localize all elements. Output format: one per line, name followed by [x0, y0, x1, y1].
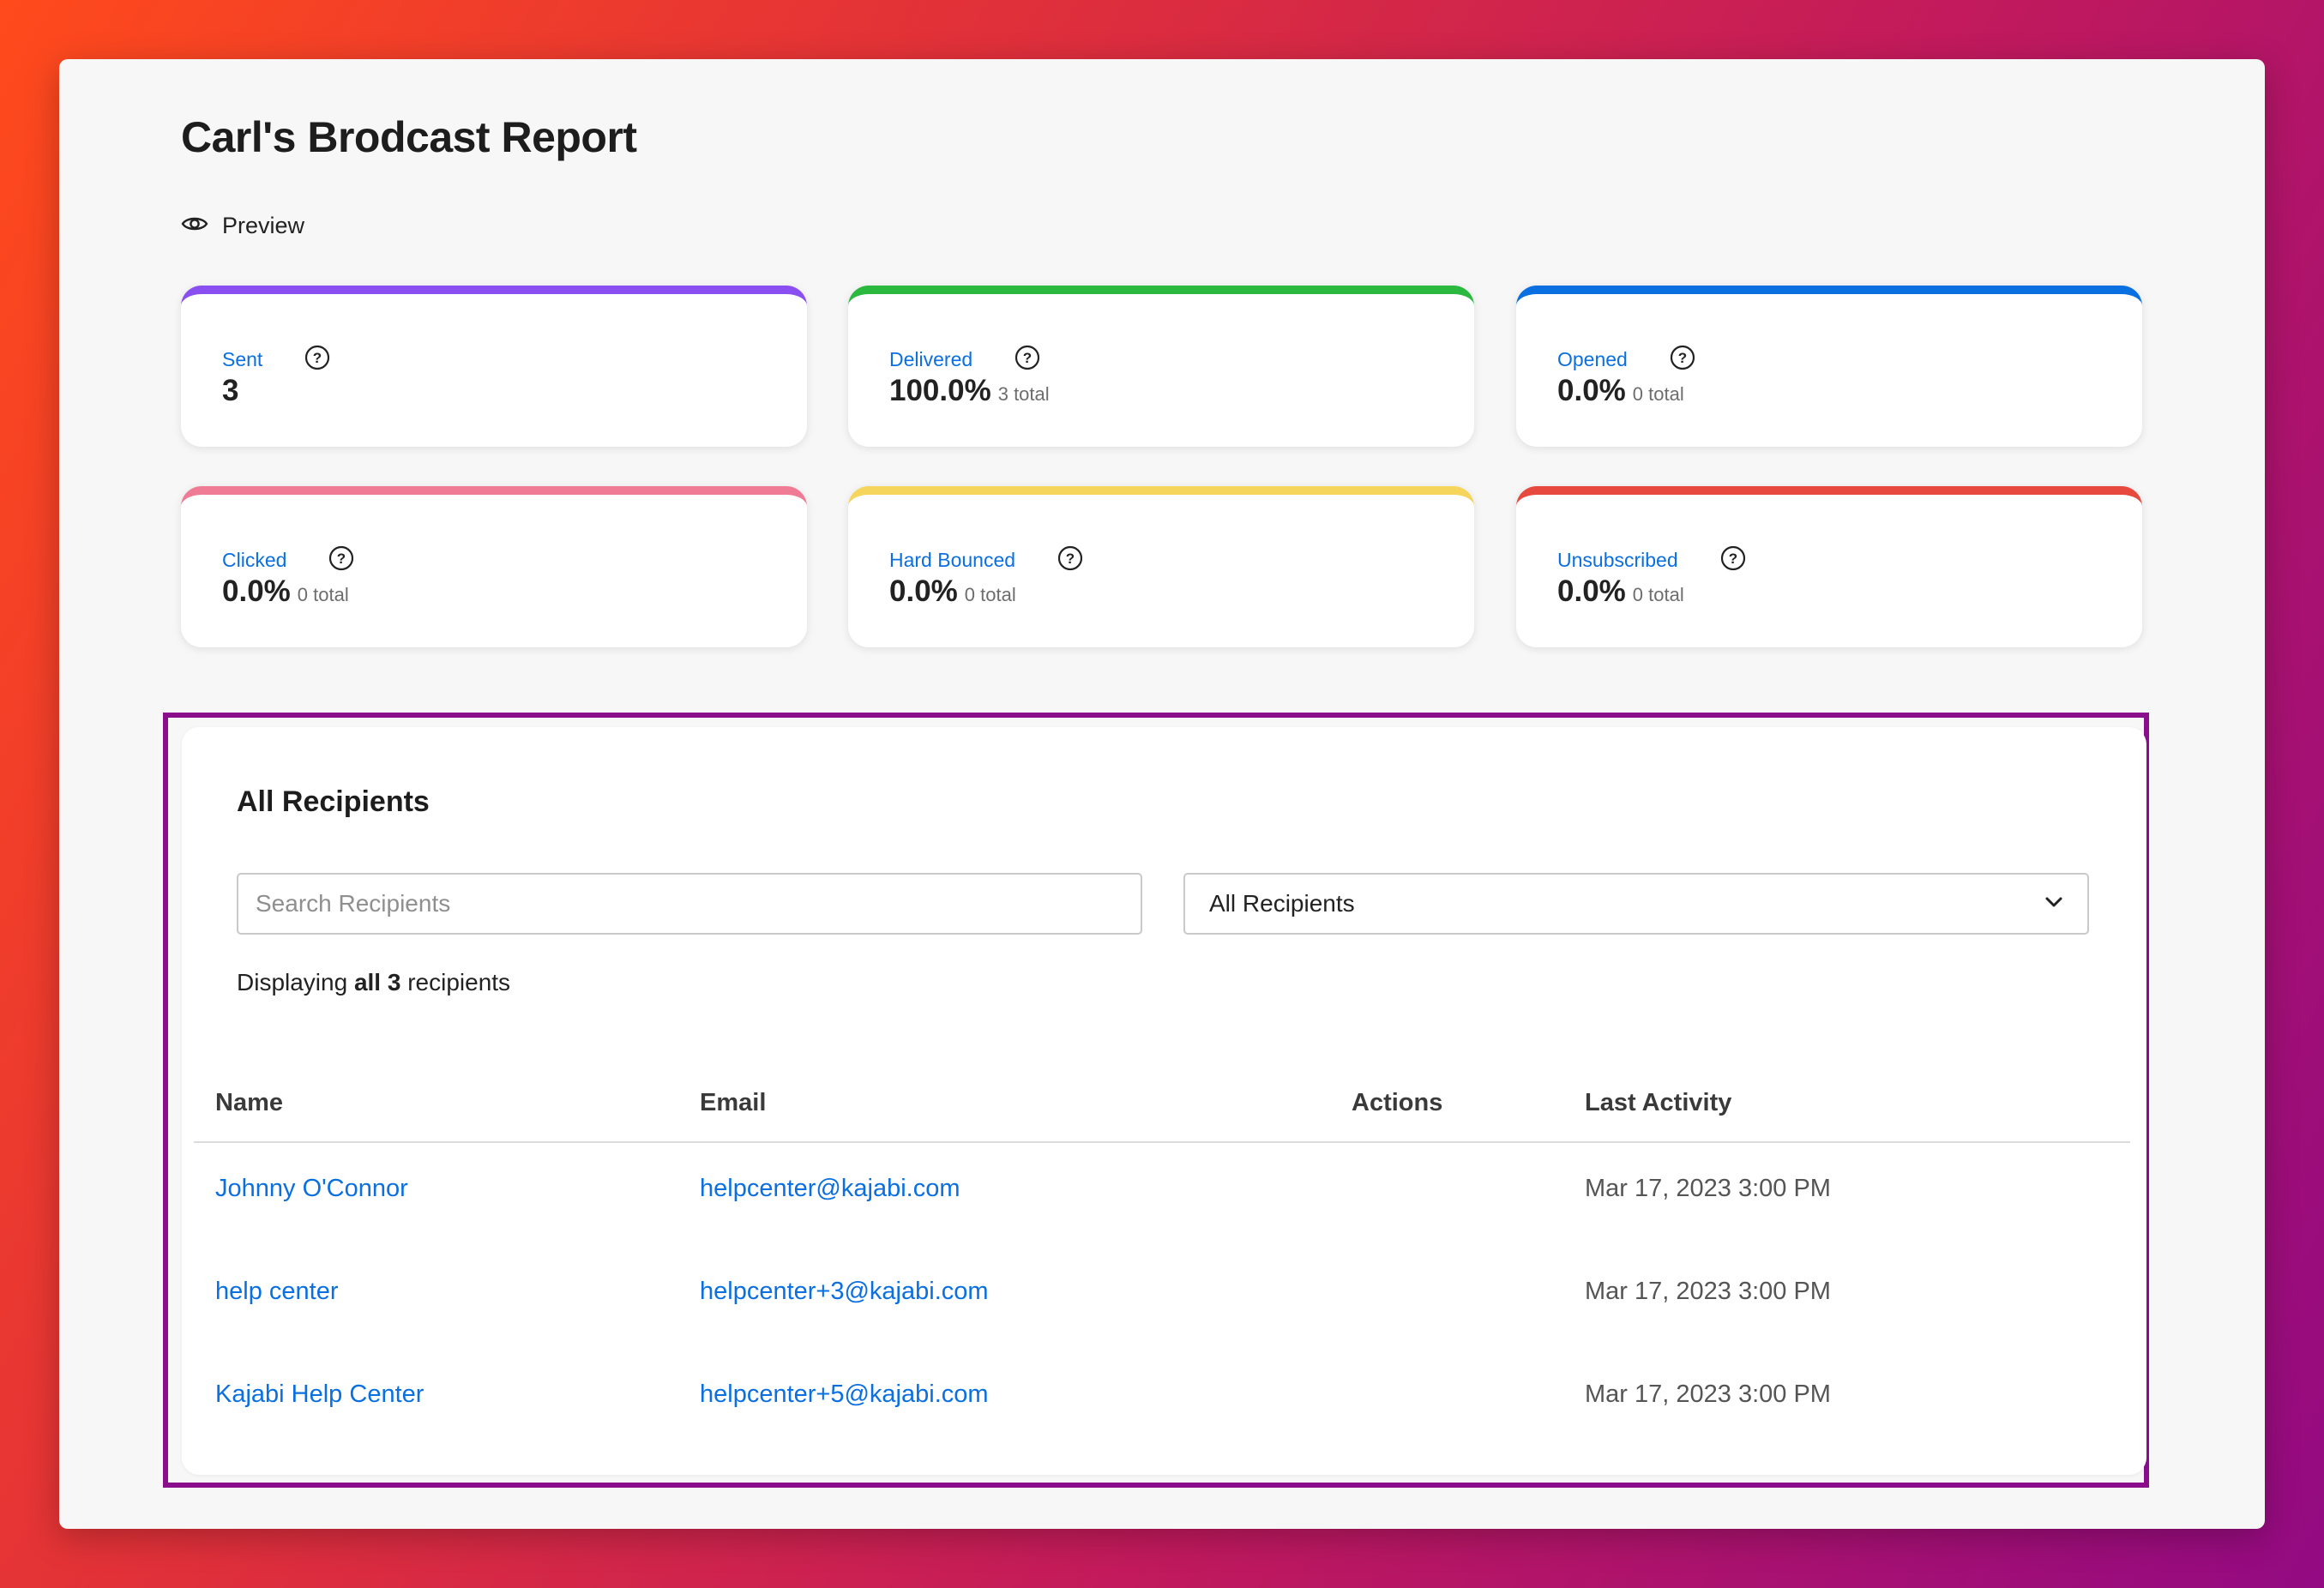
recipients-filter-select[interactable]: All Recipients — [1183, 873, 2089, 935]
table-row: Johnny O'Connor helpcenter@kajabi.com Ma… — [194, 1143, 2130, 1246]
stat-total: 0 total — [1633, 584, 1684, 606]
stat-card-hard-bounced: Hard Bounced ? 0.0% 0 total — [848, 486, 1474, 647]
column-header-last-activity[interactable]: Last Activity — [1585, 1089, 1731, 1117]
recipient-name-link[interactable]: Kajabi Help Center — [215, 1380, 424, 1409]
recipient-name-link[interactable]: help center — [215, 1278, 339, 1306]
help-icon[interactable]: ? — [328, 544, 355, 576]
recipient-email-link[interactable]: helpcenter+3@kajabi.com — [700, 1278, 989, 1306]
stat-total: 0 total — [1633, 383, 1684, 406]
table-row: help center helpcenter+3@kajabi.com Mar … — [194, 1246, 2130, 1349]
preview-link[interactable]: Preview — [181, 208, 304, 243]
report-panel: Carl's Brodcast Report Preview Sent ? 3 … — [59, 59, 2265, 1529]
stat-card-sent: Sent ? 3 — [181, 286, 807, 447]
stat-value: 3 — [222, 374, 238, 408]
page-title: Carl's Brodcast Report — [181, 112, 637, 162]
section-title: All Recipients — [237, 785, 430, 819]
stat-total: 3 total — [998, 383, 1050, 406]
summary-prefix: Displaying — [237, 969, 347, 996]
stat-card-delivered: Delivered ? 100.0% 3 total — [848, 286, 1474, 447]
stat-value: 0.0% — [1557, 374, 1626, 408]
stat-label: Opened — [1557, 348, 1628, 371]
recipient-name-link[interactable]: Johnny O'Connor — [215, 1175, 408, 1203]
recipient-last-activity: Mar 17, 2023 3:00 PM — [1585, 1175, 1831, 1203]
svg-text:?: ? — [1023, 350, 1032, 366]
stat-value: 0.0% — [889, 574, 958, 609]
table-header: Name Email Actions Last Activity — [194, 1070, 2130, 1143]
stat-total: 0 total — [965, 584, 1016, 606]
eye-icon — [181, 214, 208, 238]
stat-total: 0 total — [298, 584, 349, 606]
stat-label: Clicked — [222, 549, 286, 572]
recipient-email-link[interactable]: helpcenter@kajabi.com — [700, 1175, 960, 1203]
preview-label: Preview — [222, 213, 304, 239]
svg-text:?: ? — [337, 550, 346, 567]
stat-card-opened: Opened ? 0.0% 0 total — [1516, 286, 2142, 447]
column-header-actions: Actions — [1352, 1089, 1442, 1117]
stat-label: Delivered — [889, 348, 972, 371]
column-header-name[interactable]: Name — [215, 1089, 283, 1117]
svg-text:?: ? — [313, 350, 322, 366]
recipient-last-activity: Mar 17, 2023 3:00 PM — [1585, 1380, 1831, 1409]
stat-card-unsubscribed: Unsubscribed ? 0.0% 0 total — [1516, 486, 2142, 647]
svg-text:?: ? — [1678, 350, 1687, 366]
stat-value: 0.0% — [222, 574, 291, 609]
column-header-email[interactable]: Email — [700, 1089, 766, 1117]
recipients-card: All Recipients All Recipients Displaying… — [182, 727, 2146, 1475]
help-icon[interactable]: ? — [1669, 344, 1696, 376]
svg-text:?: ? — [1728, 550, 1737, 567]
stat-label: Hard Bounced — [889, 549, 1015, 572]
table-row: Kajabi Help Center helpcenter+5@kajabi.c… — [194, 1349, 2130, 1452]
recipients-summary: Displaying all 3 recipients — [237, 969, 510, 996]
stat-card-clicked: Clicked ? 0.0% 0 total — [181, 486, 807, 647]
recipient-last-activity: Mar 17, 2023 3:00 PM — [1585, 1278, 1831, 1306]
svg-text:?: ? — [1066, 550, 1075, 567]
stat-value: 100.0% — [889, 374, 991, 408]
stat-label: Sent — [222, 348, 262, 371]
summary-count: all 3 — [354, 969, 400, 996]
recipients-table: Name Email Actions Last Activity Johnny … — [194, 1070, 2130, 1452]
stat-label: Unsubscribed — [1557, 549, 1678, 572]
help-icon[interactable]: ? — [1057, 544, 1084, 576]
stat-value: 0.0% — [1557, 574, 1626, 609]
search-input[interactable] — [237, 873, 1142, 935]
filter-selected-value: All Recipients — [1209, 890, 2044, 917]
help-icon[interactable]: ? — [1719, 544, 1747, 576]
help-icon[interactable]: ? — [1014, 344, 1041, 376]
recipient-email-link[interactable]: helpcenter+5@kajabi.com — [700, 1380, 989, 1409]
chevron-down-icon — [2044, 896, 2063, 912]
summary-suffix: recipients — [407, 969, 510, 996]
help-icon[interactable]: ? — [304, 344, 331, 376]
